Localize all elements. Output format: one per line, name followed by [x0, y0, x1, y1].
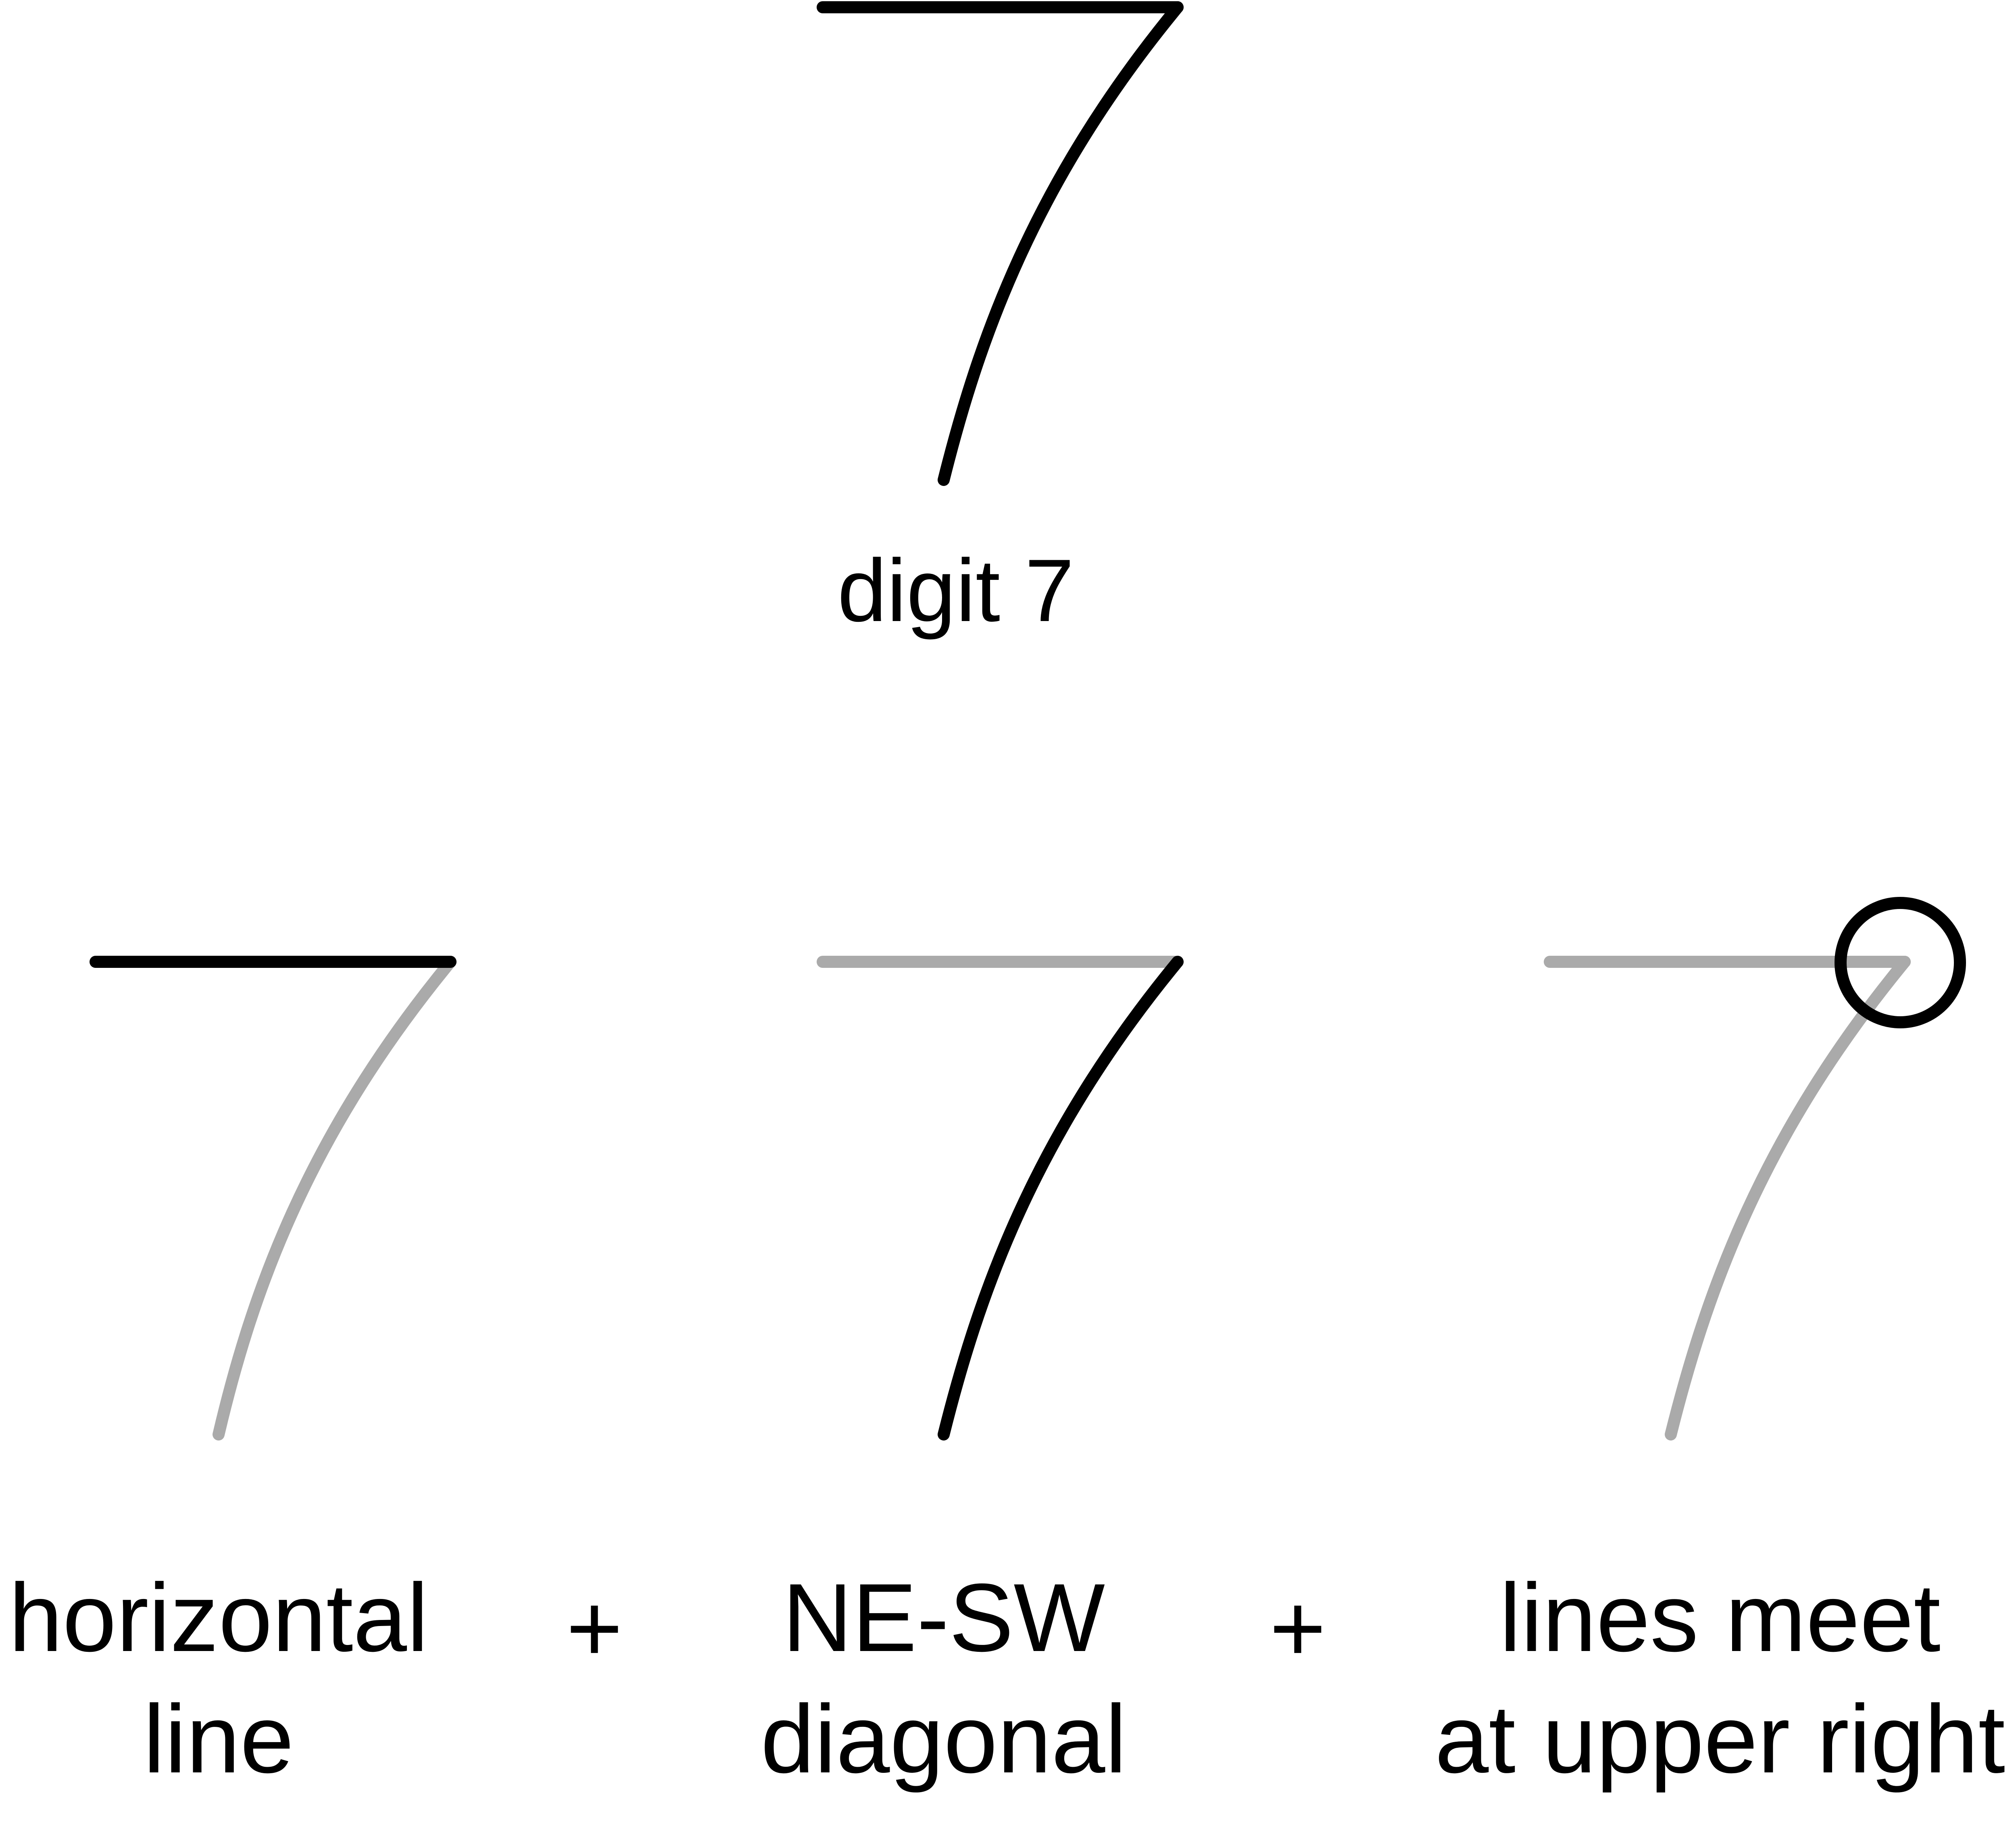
full-digit-7-glyph [817, 1, 1184, 486]
operator-plus-1: + [566, 1574, 623, 1682]
component-2-diagonal-stroke [938, 956, 1184, 1441]
component-2-label-line-1: NE-SW [782, 1564, 1105, 1672]
top-caption: digit 7 [837, 541, 1074, 640]
component-3-label-line-2: at upper right [1435, 1685, 2005, 1793]
component-junction-glyph [1544, 897, 1966, 1441]
component-3-diagonal-stroke [1665, 956, 1911, 1441]
component-1-label-line-2: line [143, 1685, 294, 1793]
component-3-label-line-1: lines meet [1499, 1564, 1941, 1672]
operator-plus-2: + [1270, 1574, 1326, 1682]
component-horizontal-line-glyph [90, 956, 457, 1441]
full-digit-7-diagonal-stroke [938, 1, 1184, 486]
junction-highlight-circle [1835, 897, 1966, 1028]
component-diagonal-glyph [817, 956, 1184, 1441]
component-2-label-line-2: diagonal [761, 1685, 1127, 1793]
component-1-label-line-1: horizontal [9, 1564, 429, 1672]
component-1-diagonal-stroke [213, 956, 457, 1441]
